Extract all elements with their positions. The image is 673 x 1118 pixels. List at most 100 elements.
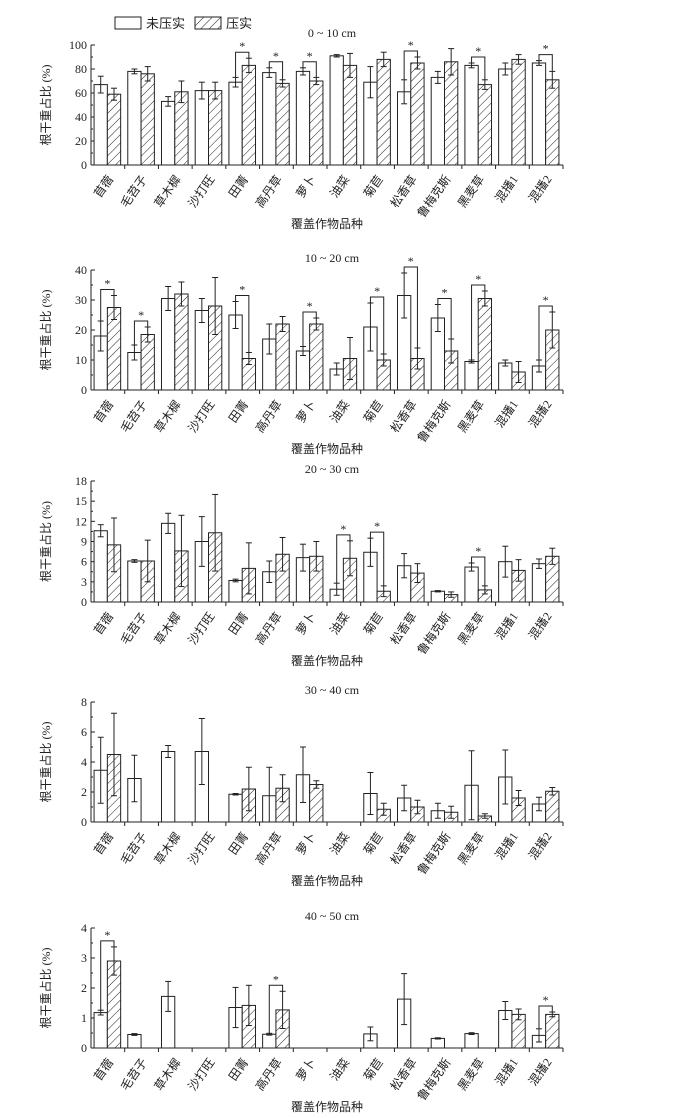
panel-title: 40 ~ 50 cm bbox=[305, 909, 360, 923]
bar-uncompacted bbox=[531, 563, 547, 603]
x-axis-label: 覆盖作物品种 bbox=[291, 442, 363, 456]
bar-uncompacted bbox=[464, 1033, 479, 1049]
y-axis-label: 根干重占比 (%) bbox=[38, 65, 53, 146]
significance-star: * bbox=[273, 972, 279, 986]
y-tick-label: 15 bbox=[75, 494, 87, 508]
significance-bracket bbox=[538, 305, 553, 360]
significance-star: * bbox=[475, 544, 481, 558]
significance-bracket bbox=[437, 298, 452, 339]
significance-star: * bbox=[442, 286, 448, 300]
y-tick-label: 6 bbox=[81, 555, 87, 569]
significance-bracket bbox=[471, 556, 486, 586]
x-tick-label: 田菁 bbox=[226, 1056, 251, 1084]
x-tick-label: 高丹草 bbox=[252, 172, 285, 210]
y-axis-label: 根干重占比 (%) bbox=[38, 290, 53, 371]
significance-star: * bbox=[340, 522, 346, 536]
y-tick-label: 60 bbox=[75, 86, 87, 100]
panel-title: 10 ~ 20 cm bbox=[305, 251, 360, 265]
y-tick-label: 0 bbox=[81, 383, 87, 397]
panel-1: 10 ~ 20 cm 0 10 20 30 40 根干重占比 (%) 苜蓿 * 毛苕子 * 草木樨 沙打… bbox=[38, 251, 564, 456]
x-tick-label: 萝卜 bbox=[293, 830, 318, 858]
x-tick-label: 草木樨 bbox=[152, 610, 184, 648]
x-axis-label: 覆盖作物品种 bbox=[291, 654, 363, 668]
x-tick-label: 黑麦草 bbox=[455, 830, 487, 868]
significance-star: * bbox=[408, 254, 414, 268]
y-tick-label: 4 bbox=[81, 921, 87, 935]
significance-star: * bbox=[273, 49, 279, 63]
significance-star: * bbox=[543, 293, 549, 307]
x-axis-label: 覆盖作物品种 bbox=[291, 874, 363, 888]
x-tick-label: 苜蓿 bbox=[91, 173, 116, 201]
y-tick-label: 20 bbox=[75, 323, 87, 337]
bar-uncompacted bbox=[430, 590, 446, 603]
bar-uncompacted bbox=[498, 68, 513, 166]
bar-uncompacted bbox=[228, 579, 243, 603]
significance-star: * bbox=[104, 277, 110, 291]
bar-compacted bbox=[275, 82, 290, 166]
x-tick-label: 草木樨 bbox=[152, 173, 184, 211]
significance-bracket bbox=[100, 289, 115, 321]
y-tick-label: 4 bbox=[81, 755, 87, 769]
bar-compacted bbox=[208, 90, 223, 166]
x-tick-label: 菊苣 bbox=[361, 173, 386, 201]
y-tick-label: 12 bbox=[75, 514, 87, 528]
significance-bracket bbox=[538, 54, 553, 72]
bar-compacted bbox=[342, 64, 358, 166]
panel-title: 0 ~ 10 cm bbox=[308, 26, 357, 40]
bar-uncompacted bbox=[93, 84, 108, 166]
x-tick-label: 萝卜 bbox=[293, 610, 318, 638]
x-tick-label: 萝卜 bbox=[293, 173, 318, 201]
x-tick-label: 毛苕子 bbox=[118, 830, 150, 868]
x-tick-label: 油菜 bbox=[327, 830, 352, 858]
y-tick-label: 100 bbox=[69, 38, 87, 52]
x-tick-label: 混播1 bbox=[492, 398, 521, 431]
bar-uncompacted bbox=[295, 70, 311, 166]
x-tick-label: 松香草 bbox=[388, 1056, 420, 1094]
bar-uncompacted bbox=[160, 100, 176, 166]
x-tick-label: 萝卜 bbox=[293, 1056, 318, 1084]
bar-uncompacted bbox=[531, 62, 547, 166]
legend: 未压实 压实 bbox=[114, 16, 252, 31]
x-tick-label: 高丹草 bbox=[252, 397, 285, 435]
significance-star: * bbox=[374, 519, 380, 533]
significance-bracket bbox=[403, 50, 418, 80]
significance-star: * bbox=[374, 284, 380, 298]
y-tick-label: 80 bbox=[75, 62, 87, 76]
significance-bracket bbox=[336, 534, 351, 584]
bar-compacted bbox=[477, 84, 493, 166]
bar-compacted bbox=[309, 784, 324, 823]
x-tick-label: 混播2 bbox=[526, 173, 555, 206]
x-tick-label: 鲁梅克斯 bbox=[414, 172, 454, 220]
x-tick-label: 混播2 bbox=[526, 1056, 555, 1089]
bar-uncompacted bbox=[93, 530, 108, 603]
bar-compacted bbox=[410, 62, 425, 166]
x-tick-label: 黑麦草 bbox=[455, 173, 487, 211]
x-axis-label: 覆盖作物品种 bbox=[291, 217, 363, 231]
x-tick-label: 苜蓿 bbox=[91, 610, 116, 638]
x-tick-label: 苜蓿 bbox=[91, 398, 116, 426]
bar-compacted bbox=[376, 58, 391, 166]
significance-star: * bbox=[543, 993, 549, 1007]
y-tick-label: 0 bbox=[81, 595, 87, 609]
legend-label-uncompacted: 未压实 bbox=[146, 16, 185, 31]
x-tick-label: 混播1 bbox=[492, 173, 521, 206]
bar-compacted bbox=[545, 79, 560, 166]
y-tick-label: 30 bbox=[75, 293, 87, 307]
significance-bracket bbox=[100, 940, 115, 1011]
bar-uncompacted bbox=[464, 566, 479, 603]
bar-uncompacted bbox=[295, 350, 311, 391]
panel-2: 20 ~ 30 cm 0 3 6 9 12 15 18 根干重占比 (%) 苜蓿 毛苕子 草木樨 沙打旺… bbox=[38, 462, 564, 668]
x-tick-label: 毛苕子 bbox=[118, 173, 150, 211]
bar-uncompacted bbox=[262, 72, 277, 166]
x-tick-label: 鲁梅克斯 bbox=[414, 397, 454, 445]
bar-uncompacted bbox=[430, 76, 446, 166]
significance-bracket bbox=[369, 531, 385, 586]
x-tick-label: 黑麦草 bbox=[455, 1056, 487, 1094]
legend-label-compacted: 压实 bbox=[226, 16, 252, 31]
y-tick-label: 0 bbox=[81, 815, 87, 829]
bar-uncompacted bbox=[228, 81, 243, 166]
y-tick-label: 0 bbox=[81, 1041, 87, 1055]
significance-star: * bbox=[104, 928, 110, 942]
